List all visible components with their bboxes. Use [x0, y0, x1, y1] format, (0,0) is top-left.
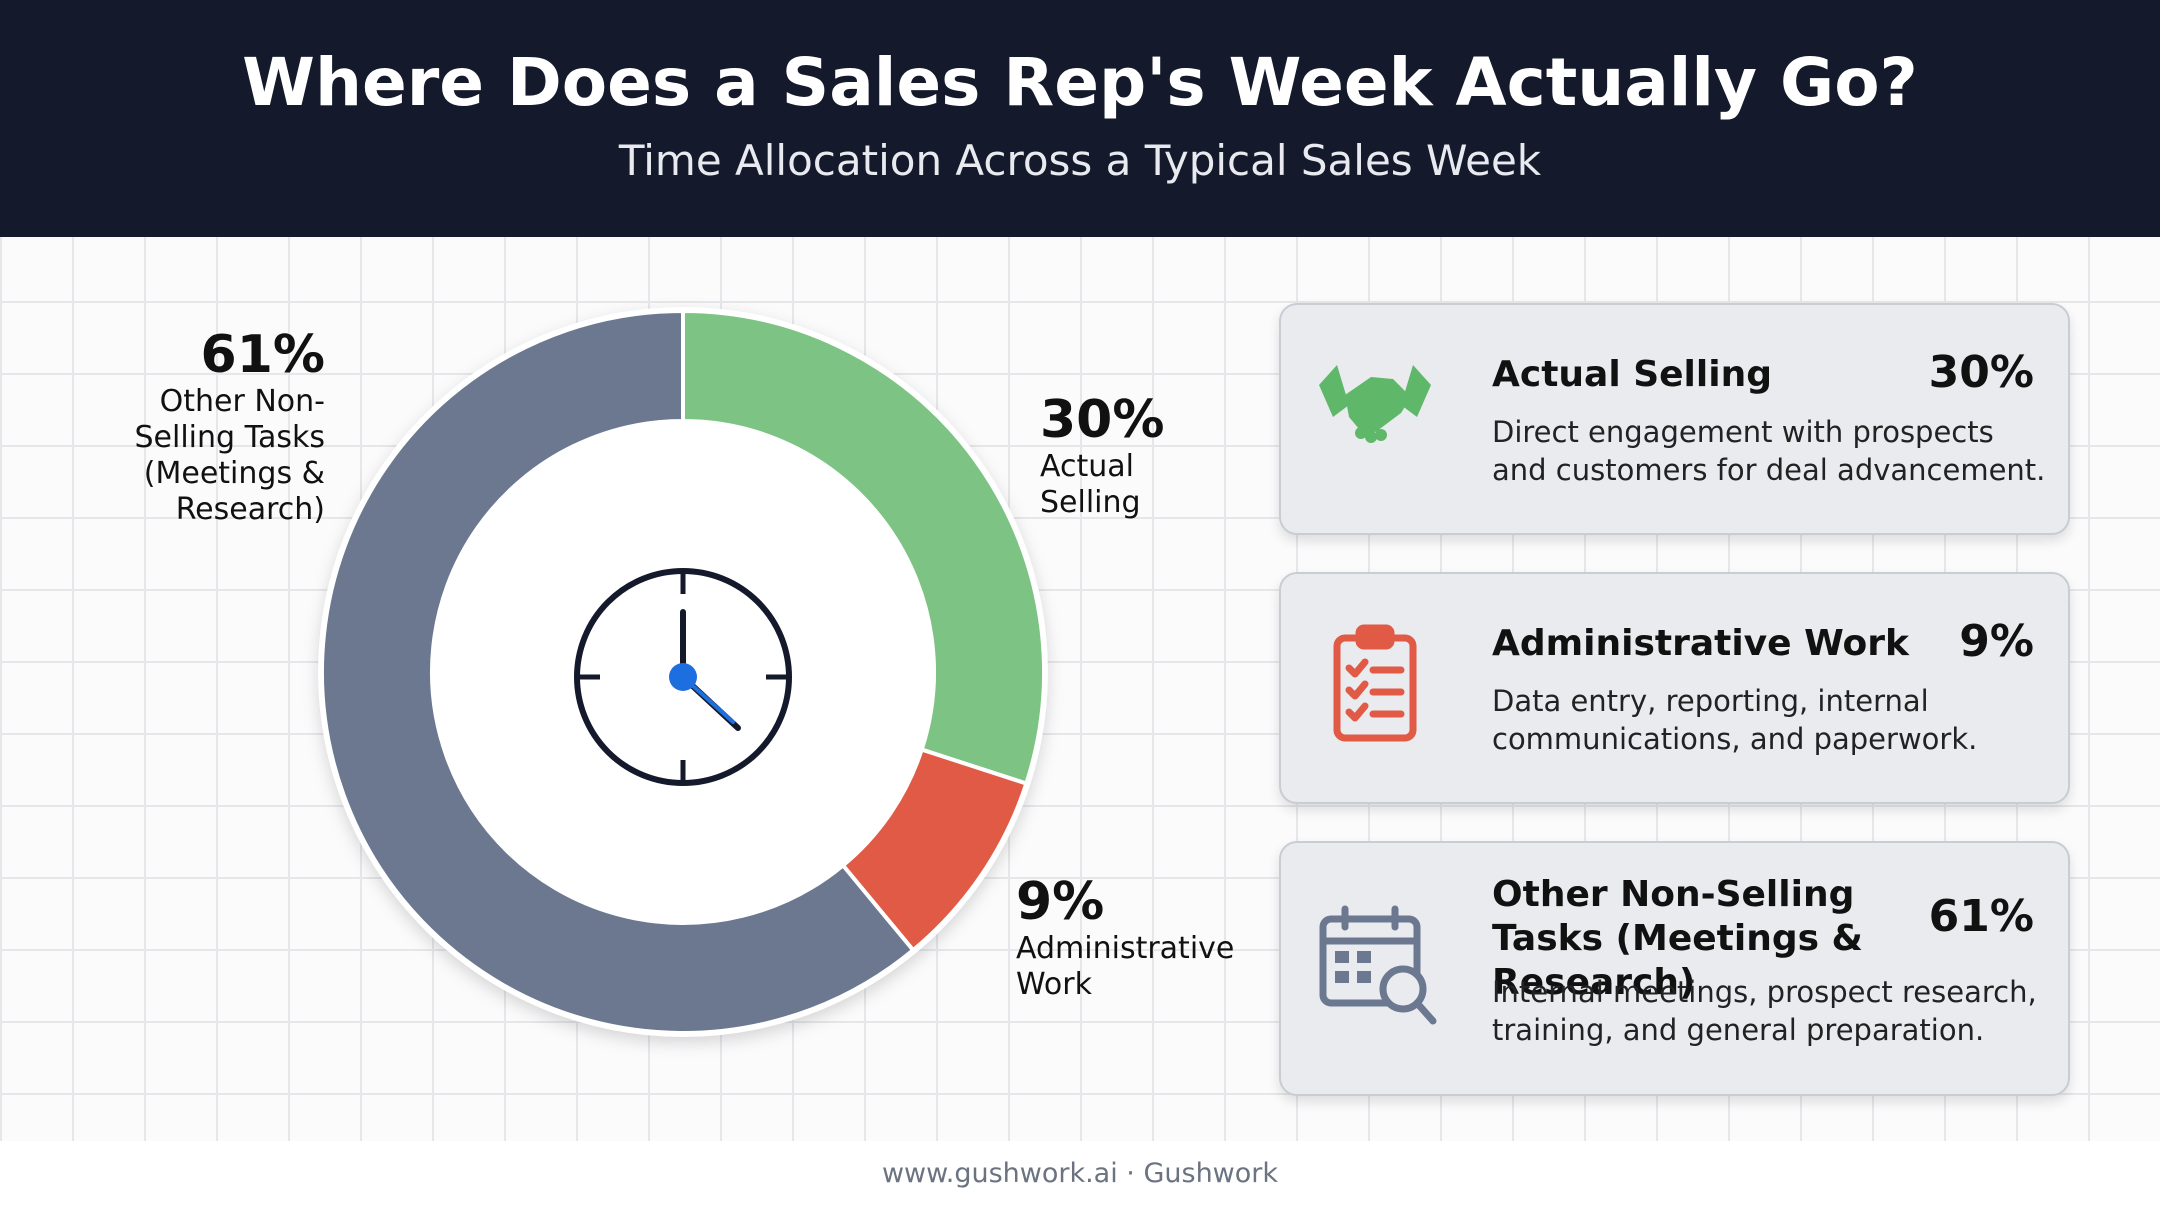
slice-label: 61% Other Non-Selling Tasks (Meetings & R… [95, 327, 325, 528]
card: Actual Selling 30% Direct engagement with … [1279, 303, 2070, 535]
slice-name: Administrative Work [1016, 931, 1235, 1002]
card: Other Non-Selling Tasks (Meetings & Rese… [1279, 841, 2070, 1096]
card-title: Other Non-Selling Tasks (Meetings & Rese… [1492, 874, 1863, 1003]
card-icon [1319, 365, 1431, 443]
slice-percent: 9% [1016, 872, 1105, 932]
clock-icon [574, 568, 792, 786]
donut-slice [681, 308, 1046, 787]
card-description: Internal meetings, prospect research, tr… [1492, 975, 2037, 1047]
card-icon [1333, 624, 1417, 742]
card-icon [1319, 905, 1437, 1025]
chart-title: Where Does a Sales Rep's Week Actually G… [242, 44, 1918, 121]
card-percent: 9% [1959, 616, 2034, 667]
card-percent: 30% [1928, 347, 2034, 398]
footer: www.gushwork.ai · Gushwork [881, 1158, 1279, 1189]
slice-label: 30% Actual Selling [1040, 392, 1240, 521]
card-description: Data entry, reporting, internal communic… [1492, 684, 1978, 756]
header: Where Does a Sales Rep's Week Actually G… [0, 0, 2160, 237]
slice-percent: 30% [1040, 390, 1165, 450]
card-title: Actual Selling [1492, 354, 1772, 395]
slice-name: Other Non-Selling Tasks (Meetings & Rese… [134, 384, 325, 527]
slice-label: 9% Administrative Work [1016, 874, 1276, 1003]
card-description: Direct engagement with prospects and cus… [1492, 415, 2046, 487]
chart-subtitle: Time Allocation Across a Typical Sales W… [618, 136, 1542, 185]
donut-slice [320, 308, 916, 1035]
slice-name: Actual Selling [1040, 449, 1141, 520]
card-percent: 61% [1928, 891, 2034, 942]
card-title: Administrative Work [1492, 623, 1909, 664]
card: Administrative Work 9% Data entry, reporti… [1279, 572, 2070, 804]
slice-percent: 61% [200, 325, 325, 385]
